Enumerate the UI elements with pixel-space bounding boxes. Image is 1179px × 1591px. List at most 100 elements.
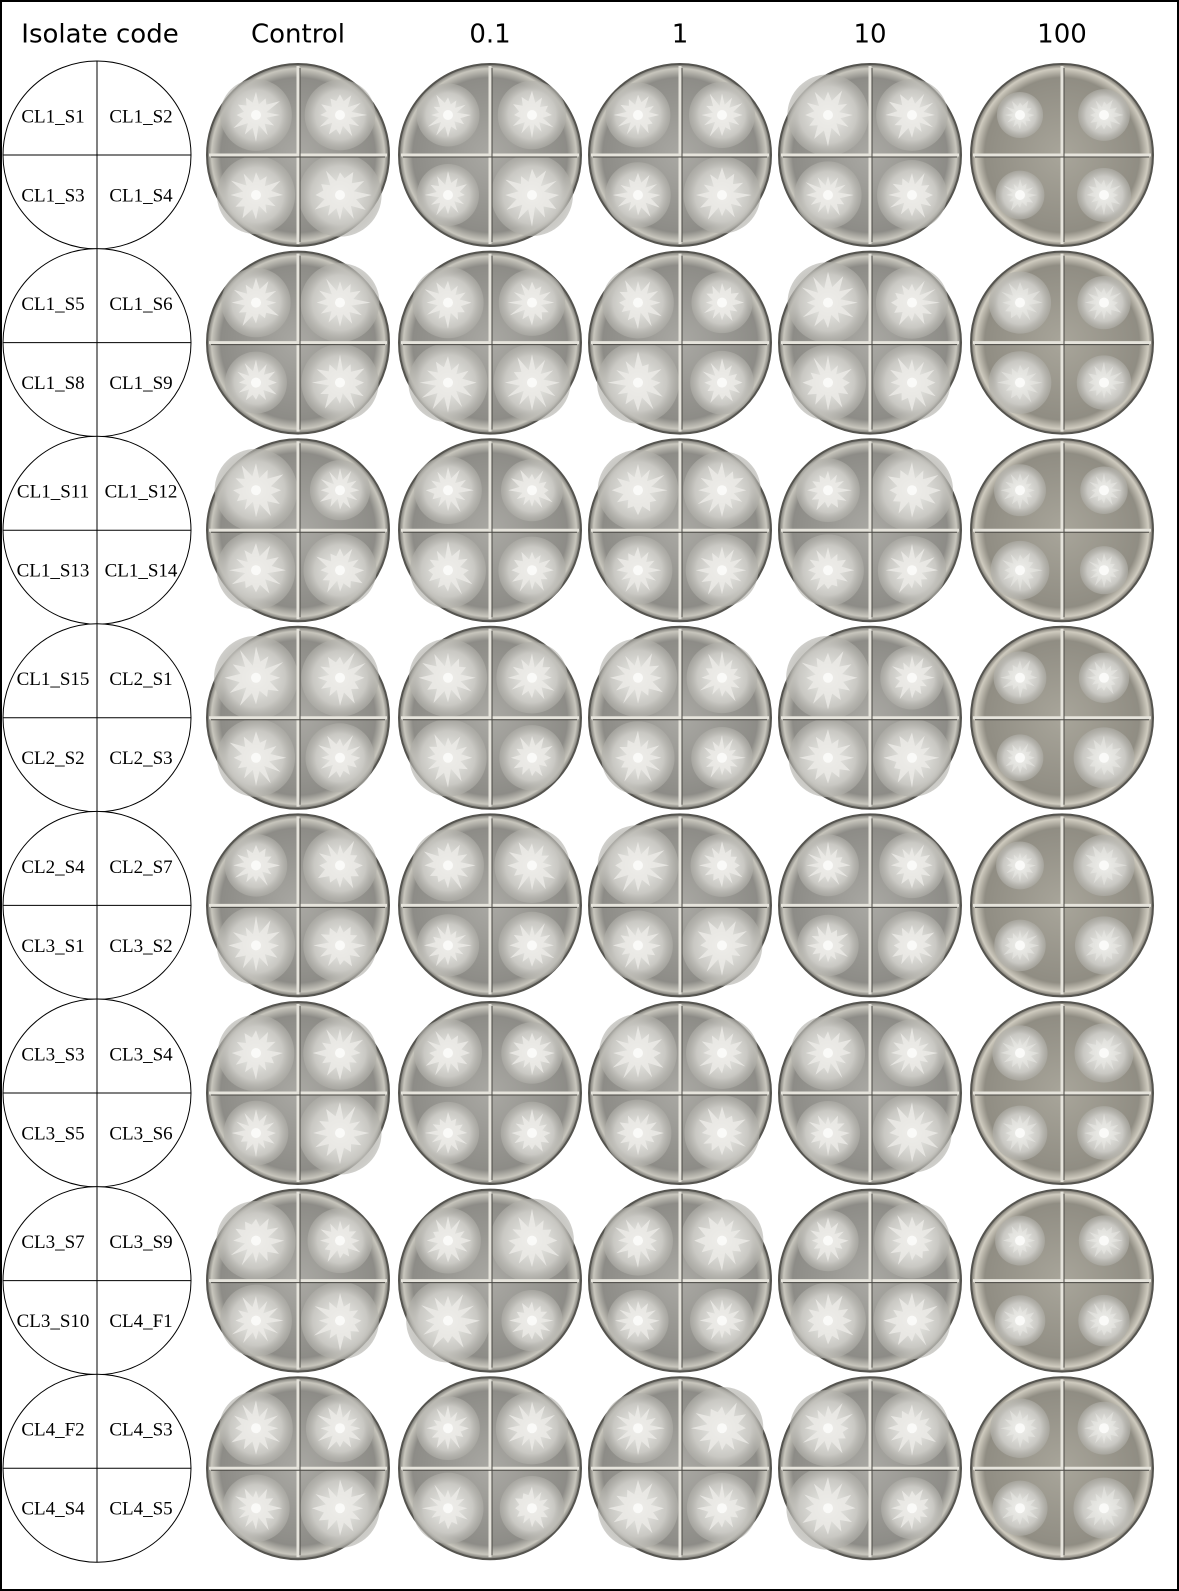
isolate-label: CL1_S13	[17, 561, 90, 582]
petri-dish	[779, 1002, 961, 1184]
colony-core	[527, 190, 537, 200]
colony-core	[1015, 940, 1025, 950]
isolate-label: CL3_S9	[109, 1232, 172, 1253]
colony-core	[823, 1128, 833, 1138]
colony-core	[1015, 485, 1025, 495]
colony-core	[633, 673, 643, 683]
colony-core	[443, 1128, 453, 1138]
colony-core	[335, 940, 345, 950]
colony-core	[717, 565, 727, 575]
isolate-label: CL4_S5	[109, 1499, 172, 1520]
colony-core	[527, 298, 537, 308]
colony-core	[443, 565, 453, 575]
colony-core	[443, 190, 453, 200]
isolate-label: CL2_S2	[21, 748, 84, 769]
colony-core	[717, 190, 727, 200]
colony-core	[633, 940, 643, 950]
colony-core	[717, 110, 727, 120]
colony-core	[335, 190, 345, 200]
isolate-label: CL1_S12	[105, 482, 178, 503]
colony-core	[527, 378, 537, 388]
colony-core	[823, 1423, 833, 1433]
colony-core	[251, 1316, 261, 1326]
colony-core	[1015, 753, 1025, 763]
colony-core	[1015, 565, 1025, 575]
colony-core	[443, 110, 453, 120]
colony-core	[1015, 1316, 1025, 1326]
colony-core	[823, 940, 833, 950]
colony-core	[1099, 190, 1109, 200]
colony-core	[717, 1316, 727, 1326]
isolate-label: CL3_S5	[21, 1123, 84, 1144]
colony-core	[251, 190, 261, 200]
colony-core	[527, 860, 537, 870]
colony-core	[717, 1048, 727, 1058]
colony-core	[1015, 1503, 1025, 1513]
colony-core	[823, 378, 833, 388]
colony-core	[823, 1048, 833, 1058]
isolate-label: CL3_S2	[109, 936, 172, 957]
colony-core	[1015, 860, 1025, 870]
colony-core	[527, 1128, 537, 1138]
colony-core	[823, 1503, 833, 1513]
colony-core	[633, 110, 643, 120]
isolate-label: CL1_S5	[21, 294, 84, 315]
colony-core	[335, 1316, 345, 1326]
colony-core	[823, 485, 833, 495]
colony-core	[251, 1503, 261, 1513]
colony-core	[251, 298, 261, 308]
colony-core	[1015, 190, 1025, 200]
colony-core	[907, 673, 917, 683]
column-header: Control	[251, 20, 345, 50]
colony-core	[1099, 298, 1109, 308]
colony-core	[1015, 1236, 1025, 1246]
colony-core	[443, 753, 453, 763]
colony-core	[527, 1236, 537, 1246]
colony-core	[527, 1048, 537, 1058]
colony-core	[633, 190, 643, 200]
petri-dish	[589, 1002, 771, 1184]
petri-dish	[971, 627, 1153, 809]
colony-core	[335, 1128, 345, 1138]
petri-dish	[399, 64, 581, 246]
petri-dish	[971, 1377, 1153, 1559]
isolate-label: CL1_S15	[17, 669, 90, 690]
colony-core	[335, 673, 345, 683]
isolate-label: CL1_S8	[21, 373, 84, 394]
colony-core	[443, 298, 453, 308]
colony-core	[251, 1048, 261, 1058]
colony-core	[335, 753, 345, 763]
colony-core	[633, 485, 643, 495]
colony-core	[633, 1316, 643, 1326]
colony-core	[1099, 110, 1109, 120]
colony-core	[527, 940, 537, 950]
colony-core	[443, 1503, 453, 1513]
colony-core	[633, 378, 643, 388]
colony-core	[633, 1503, 643, 1513]
colony-core	[443, 1316, 453, 1326]
colony-core	[443, 940, 453, 950]
isolate-label: CL4_S4	[21, 1499, 85, 1520]
isolate-label: CL1_S9	[109, 373, 172, 394]
petri-dish	[589, 64, 771, 246]
petri-dish	[971, 252, 1153, 434]
petri-dish	[399, 814, 581, 996]
colony-core	[907, 1316, 917, 1326]
colony-core	[633, 1048, 643, 1058]
petri-dish	[779, 1377, 961, 1559]
isolate-label: CL3_S10	[17, 1311, 90, 1332]
colony-core	[443, 1236, 453, 1246]
colony-core	[335, 378, 345, 388]
petri-dish	[779, 1190, 961, 1372]
colony-core	[443, 673, 453, 683]
colony-core	[1015, 1048, 1025, 1058]
colony-core	[717, 673, 727, 683]
isolate-label: CL3_S7	[21, 1232, 84, 1253]
isolate-label: CL1_S11	[17, 482, 89, 503]
colony-core	[527, 485, 537, 495]
